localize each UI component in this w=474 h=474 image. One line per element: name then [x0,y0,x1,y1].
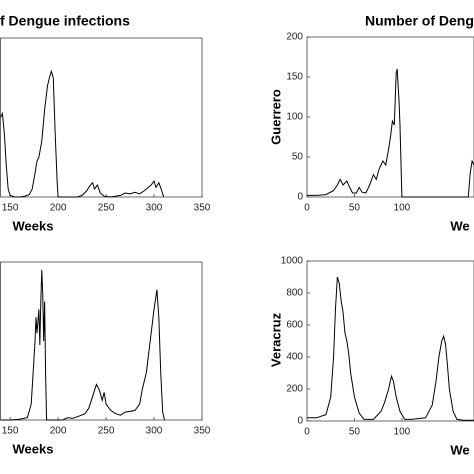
x-axis-label: We [450,218,469,233]
x-tick-label: 300 [146,203,163,214]
x-tick-label: 100 [394,203,411,214]
x-tick-label: 250 [98,203,115,214]
x-tick-label: 0 [304,203,310,214]
data-line [0,69,165,198]
y-axis-label: Guerrero [268,89,283,145]
plot-frame [0,37,203,198]
data-line [307,68,474,198]
chart-title: Number of Deng [365,13,474,29]
y-tick-label: 400 [286,352,303,363]
x-tick-label: 250 [98,426,115,437]
x-tick-label: 200 [50,426,67,437]
y-tick-label: 200 [286,384,303,395]
x-axis-label: We [450,442,469,457]
plot-frame [306,260,474,422]
x-tick-label: 350 [194,203,211,214]
y-tick-label: 0 [297,416,303,427]
data-line [0,269,166,421]
x-tick-label: 100 [394,427,411,438]
x-tick-label: 0 [304,427,310,438]
y-tick-label: 0 [297,192,303,203]
x-tick-label: 350 [194,426,211,437]
y-tick-label: 200 [286,32,303,43]
x-tick-label: 150 [2,203,19,214]
x-axis-label: Weeks [13,441,54,456]
chart-title: f Dengue infections [0,13,130,29]
x-axis-label: Weeks [13,218,54,233]
y-tick-label: 50 [292,152,304,163]
x-tick-label: 50 [349,203,361,214]
x-tick-label: 50 [349,427,361,438]
y-tick-label: 100 [286,112,303,123]
y-tick-label: 1000 [281,256,304,267]
x-tick-label: 300 [146,426,163,437]
y-tick-label: 150 [286,72,303,83]
plot-frame [306,36,474,198]
x-tick-label: 200 [50,203,67,214]
data-line [307,276,474,421]
y-tick-label: 600 [286,320,303,331]
x-tick-label: 150 [2,426,19,437]
y-axis-label: Veracruz [268,312,283,367]
plot-frame [0,261,203,421]
y-tick-label: 800 [286,288,303,299]
